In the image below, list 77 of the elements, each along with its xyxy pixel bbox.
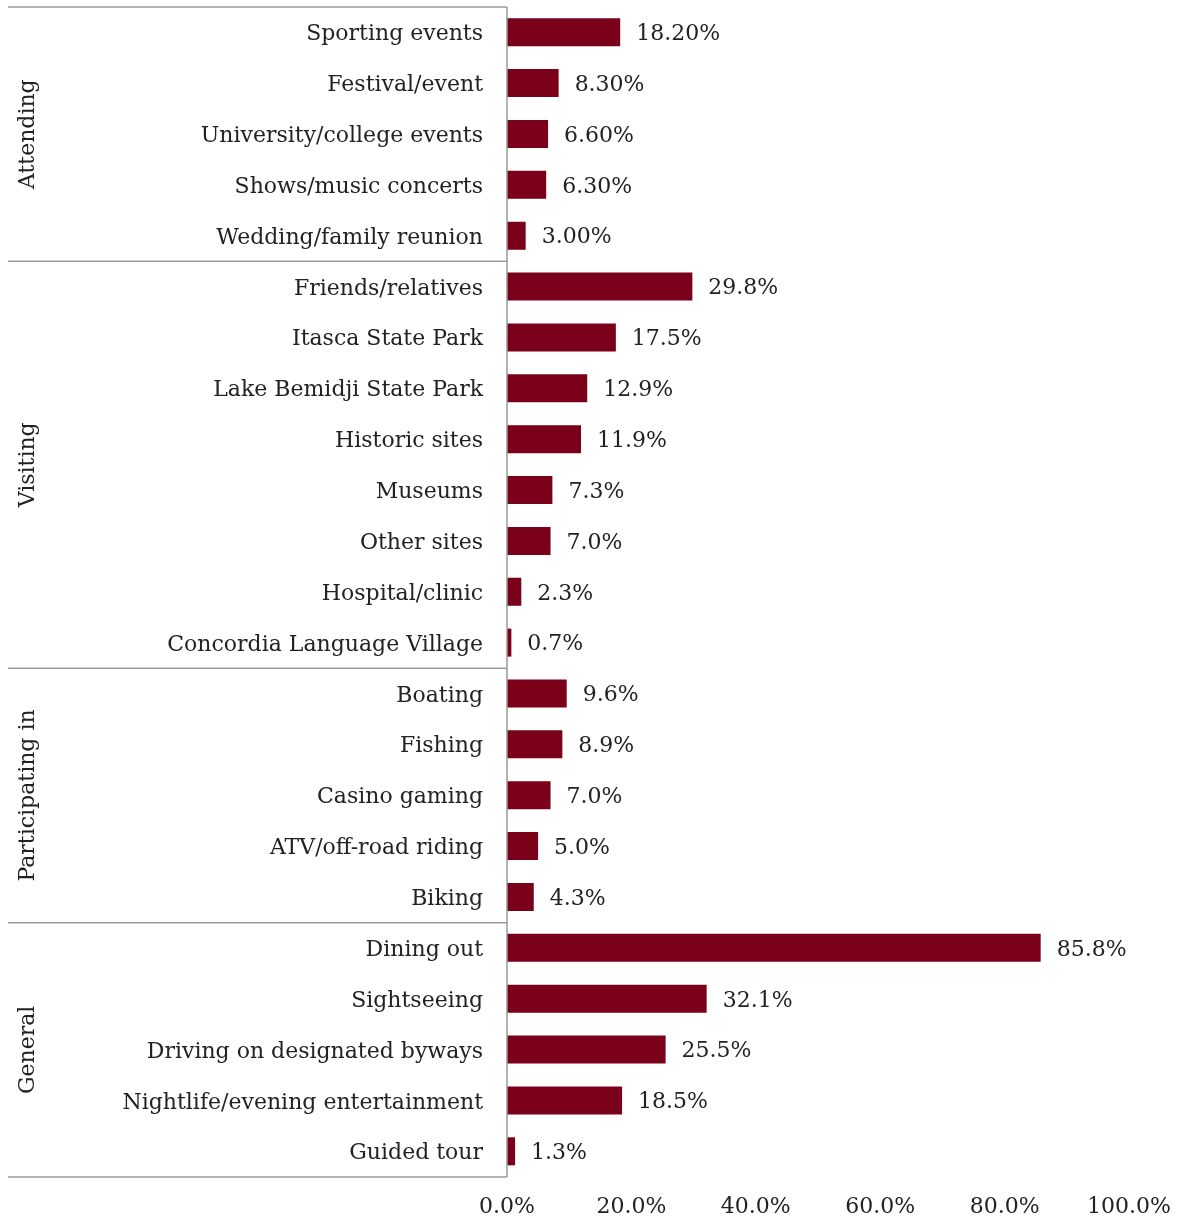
y-tick-label: Boating bbox=[396, 681, 483, 707]
bar bbox=[507, 577, 522, 606]
data-label: 17.5% bbox=[631, 325, 702, 351]
y-tick-label: Sporting events bbox=[306, 20, 483, 46]
y-tick-label: Other sites bbox=[359, 528, 483, 554]
bar bbox=[507, 781, 551, 810]
data-label: 5.0% bbox=[554, 833, 611, 859]
bar bbox=[507, 119, 549, 148]
data-label: 8.30% bbox=[574, 70, 645, 96]
x-tick-label: 80.0% bbox=[969, 1192, 1040, 1218]
data-label: 0.7% bbox=[527, 630, 584, 656]
x-tick-label: 100.0% bbox=[1087, 1192, 1171, 1218]
bar bbox=[507, 1035, 666, 1064]
x-tick-label: 20.0% bbox=[596, 1192, 667, 1218]
data-label: 29.8% bbox=[708, 274, 779, 300]
bar bbox=[507, 170, 547, 199]
text: Participating in bbox=[14, 709, 40, 882]
data-label: 7.3% bbox=[568, 477, 625, 503]
x-tick-label: 40.0% bbox=[720, 1192, 791, 1218]
y-tick-label: University/college events bbox=[200, 121, 483, 147]
y-tick-label: Driving on designated byways bbox=[146, 1037, 483, 1063]
y-tick-label: Festival/event bbox=[327, 71, 484, 97]
data-label: 18.5% bbox=[638, 1088, 708, 1114]
data-label: 3.00% bbox=[541, 223, 612, 249]
y-tick-label: Nightlife/evening entertainment bbox=[122, 1088, 484, 1114]
y-tick-label: Fishing bbox=[399, 732, 483, 758]
y-tick-label: Guided tour bbox=[349, 1139, 484, 1165]
data-label: 1.3% bbox=[531, 1139, 587, 1165]
x-tick-label: 60.0% bbox=[845, 1192, 916, 1218]
data-label: 18.20% bbox=[636, 20, 721, 45]
y-tick-label: Historic sites bbox=[335, 427, 483, 453]
bar bbox=[507, 374, 588, 403]
bar bbox=[507, 221, 526, 250]
y-tick-label: Itasca State Park bbox=[291, 325, 484, 351]
y-tick-label: Lake Bemidji State Park bbox=[213, 376, 484, 402]
text: General bbox=[14, 1005, 40, 1095]
data-label: 9.6% bbox=[582, 681, 639, 707]
bar bbox=[507, 272, 693, 301]
x-tick-label: 0.0% bbox=[479, 1192, 535, 1218]
data-label: 25.5% bbox=[681, 1037, 752, 1063]
y-tick-label: Hospital/clinic bbox=[321, 579, 483, 605]
y-tick-label: Shows/music concerts bbox=[234, 172, 483, 198]
bar bbox=[507, 882, 534, 911]
bar bbox=[507, 69, 559, 98]
y-tick-label: ATV/off-road riding bbox=[268, 834, 483, 860]
y-tick-label: Dining out bbox=[365, 935, 484, 961]
bar bbox=[507, 526, 551, 555]
data-label: 2.3% bbox=[537, 579, 594, 605]
bar bbox=[507, 984, 707, 1013]
data-label: 8.9% bbox=[578, 732, 635, 758]
data-label: 7.0% bbox=[566, 528, 623, 554]
bar bbox=[507, 18, 621, 47]
bar bbox=[507, 425, 582, 454]
bar bbox=[507, 679, 567, 708]
bar bbox=[507, 832, 539, 861]
bar bbox=[507, 730, 563, 759]
data-label: 85.8% bbox=[1056, 935, 1127, 961]
bar bbox=[507, 933, 1041, 962]
text: Attending bbox=[14, 79, 40, 191]
y-tick-label: Casino gaming bbox=[316, 783, 483, 809]
data-label: 6.60% bbox=[564, 121, 634, 147]
data-label: 12.9% bbox=[603, 376, 674, 402]
y-tick-label: Friends/relatives bbox=[293, 274, 483, 300]
data-label: 6.30% bbox=[562, 172, 633, 198]
y-tick-label: Museums bbox=[375, 478, 483, 504]
data-label: 11.9% bbox=[597, 426, 667, 452]
y-tick-label: Wedding/family reunion bbox=[216, 223, 483, 249]
y-tick-label: Sightseeing bbox=[351, 986, 483, 1012]
data-label: 32.1% bbox=[722, 986, 793, 1012]
bar bbox=[507, 1086, 623, 1115]
y-tick-label: Concordia Language Village bbox=[167, 630, 483, 656]
y-tick-label: Biking bbox=[411, 885, 483, 911]
bar bbox=[507, 323, 616, 352]
text: Visiting bbox=[14, 422, 40, 509]
bar bbox=[507, 476, 553, 505]
data-label: 4.3% bbox=[549, 884, 606, 910]
data-label: 7.0% bbox=[566, 783, 623, 809]
